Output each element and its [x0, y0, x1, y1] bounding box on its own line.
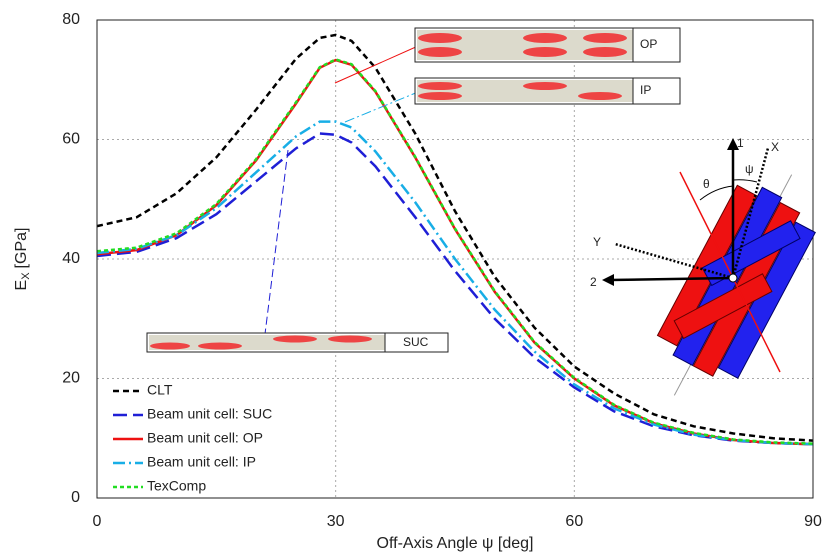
ply-diagram: 1 2 X Y θ ψ — [590, 136, 816, 396]
fiber — [578, 92, 622, 100]
legend-label: Beam unit cell: SUC — [147, 406, 272, 422]
angle-label: ψ — [745, 162, 754, 176]
fiber — [523, 82, 567, 90]
arrow — [602, 274, 614, 286]
leader-line — [334, 45, 419, 84]
axis-label: 1 — [737, 136, 744, 150]
axis-label: Y — [593, 235, 601, 249]
series-line — [96, 120, 814, 446]
y-tick-label: 20 — [62, 370, 80, 387]
x-tick-label: 0 — [93, 513, 102, 530]
line-layer — [96, 33, 814, 446]
x-tick-label: 90 — [804, 513, 822, 530]
legend-label: Beam unit cell: IP — [147, 454, 256, 470]
inset-label: SUC — [403, 335, 429, 349]
x-tick-label: 60 — [565, 513, 583, 530]
origin — [728, 273, 738, 283]
x-tick-label: 30 — [327, 513, 345, 530]
x-axis-label: Off-Axis Angle ψ [deg] — [377, 535, 534, 552]
angle-label: θ — [703, 177, 710, 191]
legend-label: CLT — [147, 382, 173, 398]
axis-2 — [609, 276, 734, 282]
leader-line — [344, 91, 419, 123]
legend-label: Beam unit cell: OP — [147, 430, 263, 446]
tow-blue — [701, 220, 801, 287]
axis-label: 2 — [590, 275, 597, 289]
series-line — [96, 33, 814, 442]
fiber — [418, 82, 462, 90]
fiber — [418, 47, 462, 57]
y-label-sub: X — [20, 272, 32, 280]
plot-frame — [96, 19, 814, 499]
y-tick-label: 60 — [62, 131, 80, 148]
ply-line — [679, 171, 781, 373]
y-axis-label: EX [GPa] — [13, 228, 32, 291]
y-label-unit: [GPa] — [13, 228, 30, 269]
braid — [656, 174, 816, 396]
inset-label: OP — [640, 37, 657, 51]
y-tick-label: 80 — [62, 11, 80, 28]
inset-suc: SUC — [146, 149, 449, 353]
axis-label: X — [771, 140, 779, 154]
fiber — [523, 47, 567, 57]
leader-line — [264, 149, 289, 335]
y-label-main: E — [13, 280, 30, 291]
inset-label: IP — [640, 83, 651, 97]
fiber — [273, 335, 317, 343]
tow-red — [673, 273, 773, 340]
fiber — [198, 342, 242, 350]
fiber — [583, 33, 627, 43]
theta-arc — [699, 185, 734, 201]
fiber — [150, 342, 190, 350]
fiber — [418, 92, 462, 100]
arrow — [727, 138, 739, 150]
legend-label: TexComp — [147, 478, 206, 494]
fiber — [418, 33, 462, 43]
fiber — [523, 33, 567, 43]
inset-ip: IP — [344, 77, 681, 123]
axis-x — [731, 147, 770, 279]
fiber — [328, 335, 372, 343]
legend: CLT Beam unit cell: SUC Beam unit cell: OP… — [113, 382, 272, 494]
series-line — [96, 58, 814, 445]
y-tick-label: 0 — [71, 489, 80, 506]
y-tick-label: 40 — [62, 250, 80, 267]
inset-op: OP — [334, 27, 681, 84]
psi-arc — [732, 179, 758, 183]
axis-y — [614, 242, 734, 280]
fiber — [583, 47, 627, 57]
